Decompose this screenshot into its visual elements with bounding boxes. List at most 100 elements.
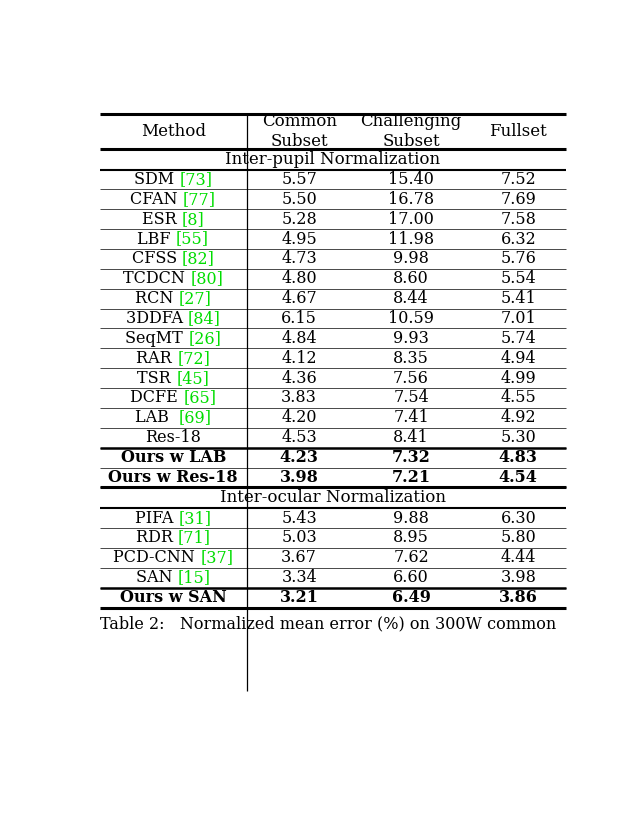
Text: 5.03: 5.03: [282, 530, 317, 546]
Text: 4.84: 4.84: [282, 330, 317, 347]
Text: [31]: [31]: [179, 509, 212, 527]
Text: 5.50: 5.50: [282, 191, 317, 208]
Text: [26]: [26]: [188, 330, 221, 347]
Text: PIFA: PIFA: [135, 509, 179, 527]
Text: TSR: TSR: [138, 369, 176, 387]
Text: 5.43: 5.43: [282, 509, 317, 527]
Text: 7.58: 7.58: [500, 210, 536, 228]
Text: [82]: [82]: [182, 251, 215, 268]
Text: 4.20: 4.20: [282, 410, 317, 427]
Text: 3DDFA: 3DDFA: [126, 310, 188, 327]
Text: 5.76: 5.76: [500, 251, 536, 268]
Text: [80]: [80]: [190, 270, 223, 287]
Text: 7.56: 7.56: [393, 369, 429, 387]
Text: [73]: [73]: [179, 171, 212, 188]
Text: 8.60: 8.60: [393, 270, 429, 287]
Text: 6.60: 6.60: [393, 569, 429, 586]
Text: 5.57: 5.57: [281, 171, 317, 188]
Text: [71]: [71]: [178, 530, 211, 546]
Text: 7.32: 7.32: [392, 449, 431, 466]
Text: Ours w LAB: Ours w LAB: [120, 449, 226, 466]
Text: 4.80: 4.80: [282, 270, 317, 287]
Text: 7.52: 7.52: [500, 171, 536, 188]
Text: 4.92: 4.92: [500, 410, 536, 427]
Text: 5.54: 5.54: [500, 270, 536, 287]
Text: 9.98: 9.98: [393, 251, 429, 268]
Text: [65]: [65]: [183, 390, 216, 406]
Text: 8.95: 8.95: [393, 530, 429, 546]
Text: [45]: [45]: [176, 369, 209, 387]
Text: 7.69: 7.69: [500, 191, 536, 208]
Text: 7.21: 7.21: [392, 469, 431, 486]
Text: [15]: [15]: [177, 569, 211, 586]
Text: 16.78: 16.78: [388, 191, 434, 208]
Text: 3.21: 3.21: [280, 589, 319, 606]
Text: 8.41: 8.41: [393, 429, 429, 446]
Text: DCFE: DCFE: [131, 390, 183, 406]
Text: 17.00: 17.00: [388, 210, 434, 228]
Text: 9.93: 9.93: [393, 330, 429, 347]
Text: 4.67: 4.67: [282, 290, 317, 307]
Text: 4.95: 4.95: [282, 231, 317, 247]
Text: 4.44: 4.44: [500, 550, 536, 567]
Text: 3.67: 3.67: [281, 550, 317, 567]
Text: 6.30: 6.30: [500, 509, 536, 527]
Text: 3.98: 3.98: [500, 569, 536, 586]
Text: [77]: [77]: [183, 191, 216, 208]
Text: 11.98: 11.98: [388, 231, 434, 247]
Text: 4.12: 4.12: [282, 350, 317, 367]
Text: [8]: [8]: [182, 210, 205, 228]
Text: [27]: [27]: [179, 290, 211, 307]
Text: 15.40: 15.40: [388, 171, 434, 188]
Text: Res-18: Res-18: [145, 429, 201, 446]
Text: 5.41: 5.41: [500, 290, 536, 307]
Text: 7.54: 7.54: [393, 390, 429, 406]
Text: 6.32: 6.32: [500, 231, 536, 247]
Text: [84]: [84]: [188, 310, 221, 327]
Text: Inter-pupil Normalization: Inter-pupil Normalization: [225, 151, 440, 168]
Text: 4.94: 4.94: [500, 350, 536, 367]
Text: 5.30: 5.30: [500, 429, 536, 446]
Text: 6.49: 6.49: [392, 589, 431, 606]
Text: RCN: RCN: [135, 290, 179, 307]
Text: 3.83: 3.83: [281, 390, 317, 406]
Text: SDM: SDM: [134, 171, 179, 188]
Text: Method: Method: [141, 123, 206, 140]
Text: SAN: SAN: [136, 569, 177, 586]
Text: 5.80: 5.80: [500, 530, 536, 546]
Text: 5.28: 5.28: [282, 210, 317, 228]
Text: [72]: [72]: [177, 350, 210, 367]
Text: TCDCN: TCDCN: [124, 270, 190, 287]
Text: CFSS: CFSS: [132, 251, 182, 268]
Text: CFAN: CFAN: [131, 191, 183, 208]
Text: 8.35: 8.35: [393, 350, 429, 367]
Text: 4.53: 4.53: [282, 429, 317, 446]
Text: SeqMT: SeqMT: [125, 330, 188, 347]
Text: 4.36: 4.36: [282, 369, 317, 387]
Text: Table 2:   Normalized mean error (%) on 300W common: Table 2: Normalized mean error (%) on 30…: [100, 615, 556, 632]
Text: 4.23: 4.23: [280, 449, 319, 466]
Text: Challenging
Subset: Challenging Subset: [360, 113, 461, 150]
Text: 4.99: 4.99: [500, 369, 536, 387]
Text: [37]: [37]: [200, 550, 233, 567]
Text: 3.34: 3.34: [282, 569, 317, 586]
Text: LAB: LAB: [134, 410, 179, 427]
Text: Inter-ocular Normalization: Inter-ocular Normalization: [220, 489, 446, 506]
Text: 7.01: 7.01: [500, 310, 536, 327]
Text: 7.41: 7.41: [393, 410, 429, 427]
Text: 4.54: 4.54: [499, 469, 538, 486]
Text: RDR: RDR: [136, 530, 178, 546]
Text: 9.88: 9.88: [393, 509, 429, 527]
Text: 6.15: 6.15: [281, 310, 317, 327]
Text: 5.74: 5.74: [500, 330, 536, 347]
Text: 7.62: 7.62: [393, 550, 429, 567]
Text: PCD-CNN: PCD-CNN: [113, 550, 200, 567]
Text: 10.59: 10.59: [388, 310, 434, 327]
Text: 8.44: 8.44: [393, 290, 429, 307]
Text: RAR: RAR: [136, 350, 177, 367]
Text: 4.83: 4.83: [499, 449, 538, 466]
Text: 3.98: 3.98: [280, 469, 319, 486]
Text: Ours w Res-18: Ours w Res-18: [108, 469, 238, 486]
Text: LBF: LBF: [138, 231, 176, 247]
Text: [55]: [55]: [176, 231, 209, 247]
